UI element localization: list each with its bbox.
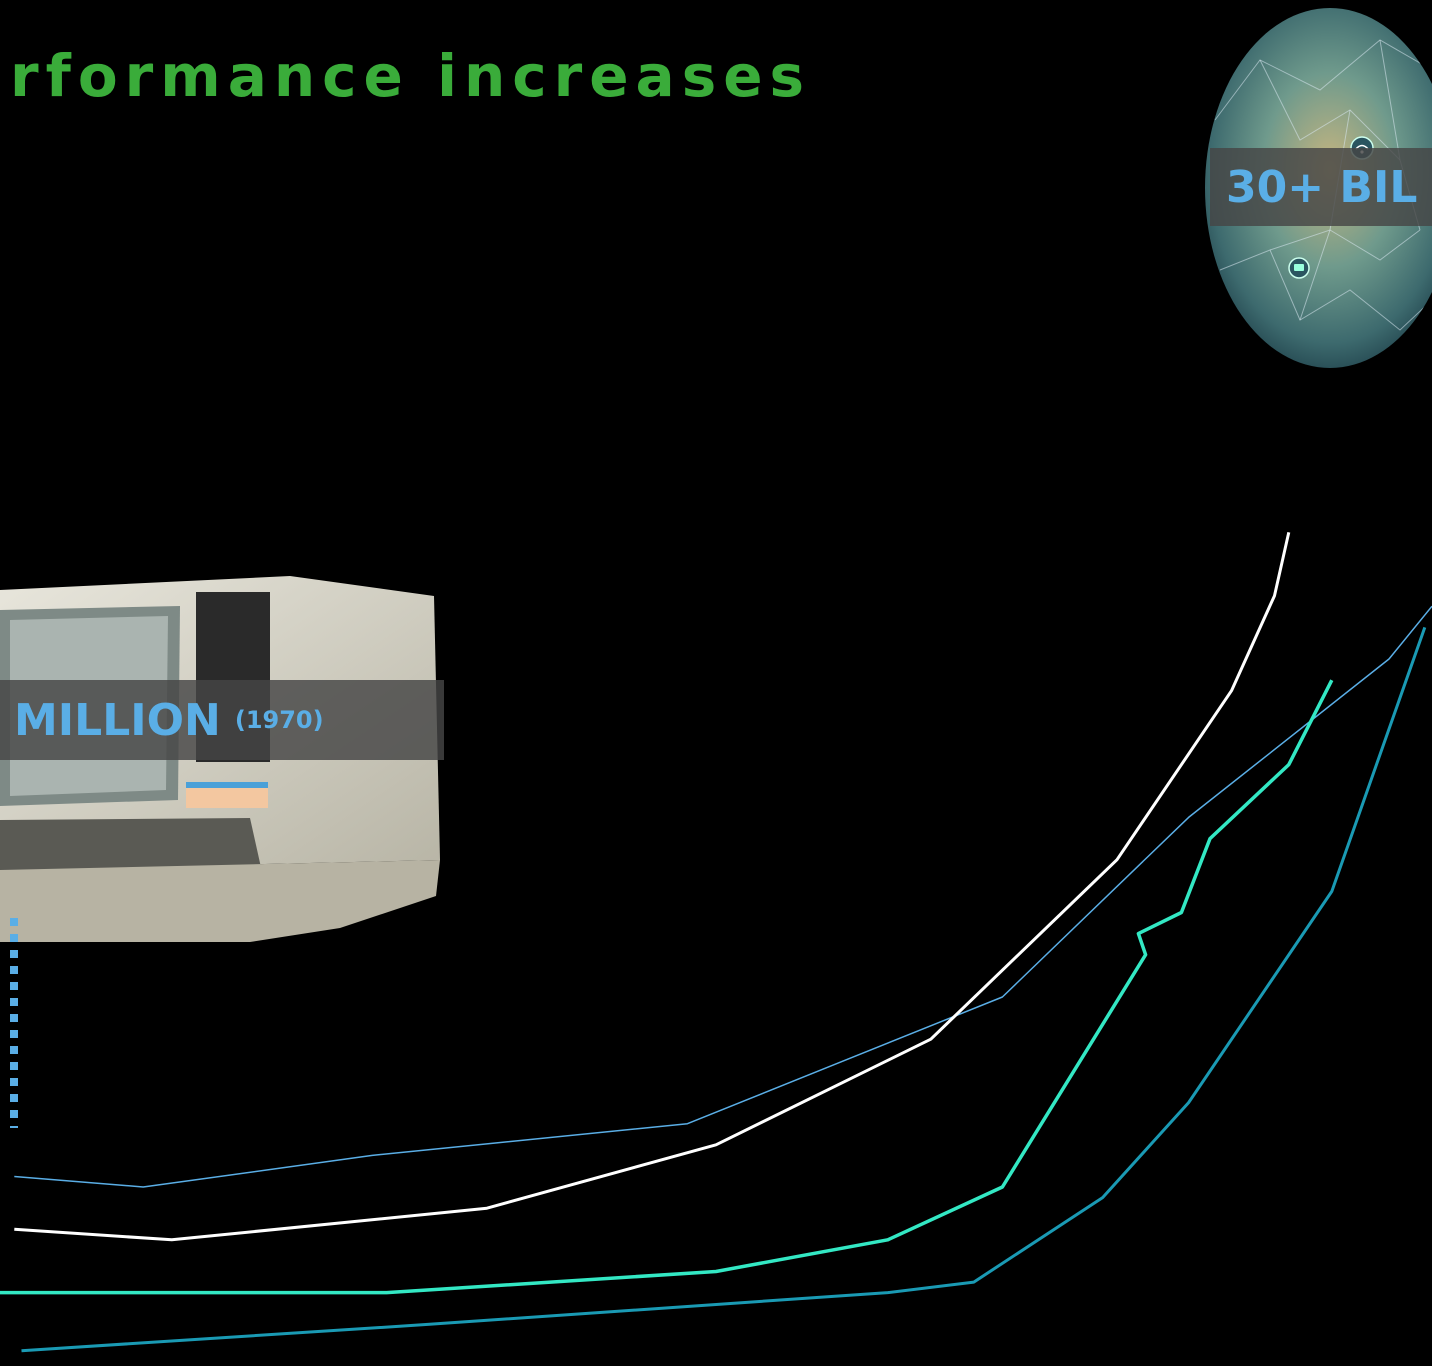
callout-million-year: (1970) bbox=[234, 706, 324, 734]
callout-billion: 30+ BIL bbox=[1210, 148, 1432, 226]
callout-million-label: MILLION bbox=[14, 694, 221, 746]
series-line-1 bbox=[14, 605, 1432, 1188]
callout-billion-label: 30+ BIL bbox=[1226, 161, 1418, 213]
slide-title: rformance increases bbox=[10, 42, 812, 110]
series-line-3 bbox=[0, 679, 1334, 1295]
device-icon bbox=[1288, 257, 1310, 279]
series-line-2 bbox=[14, 531, 1291, 1242]
series-line-4 bbox=[21, 626, 1427, 1353]
callout-million: MILLION (1970) bbox=[0, 680, 444, 760]
